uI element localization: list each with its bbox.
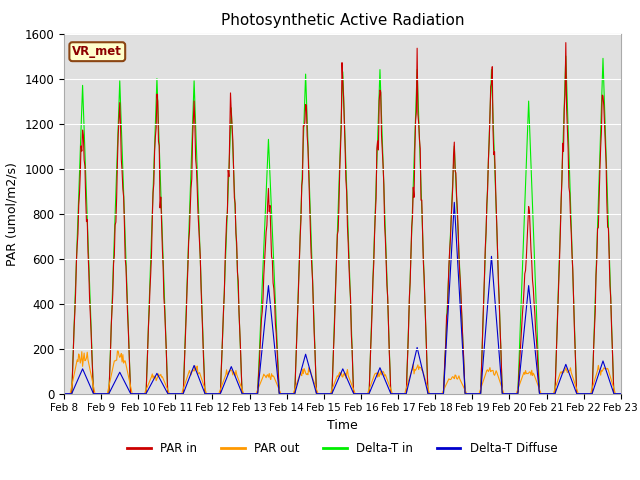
Line: Delta-T in: Delta-T in xyxy=(64,56,621,394)
PAR in xyxy=(214,391,221,396)
Delta-T Diffuse xyxy=(410,358,418,363)
PAR in xyxy=(426,391,434,396)
Title: Photosynthetic Active Radiation: Photosynthetic Active Radiation xyxy=(221,13,464,28)
Delta-T in xyxy=(562,53,570,59)
PAR out xyxy=(428,391,435,396)
PAR out xyxy=(185,370,193,375)
PAR in xyxy=(184,265,192,271)
PAR out xyxy=(411,367,419,372)
PAR in xyxy=(127,391,135,396)
Line: PAR in: PAR in xyxy=(64,43,621,394)
X-axis label: Time: Time xyxy=(327,419,358,432)
Line: PAR out: PAR out xyxy=(64,351,621,394)
Delta-T Diffuse xyxy=(426,391,434,396)
Legend: PAR in, PAR out, Delta-T in, Delta-T Diffuse: PAR in, PAR out, Delta-T in, Delta-T Dif… xyxy=(123,437,562,460)
Line: Delta-T Diffuse: Delta-T Diffuse xyxy=(64,203,621,394)
Text: VR_met: VR_met xyxy=(72,45,122,58)
Delta-T in xyxy=(70,324,78,330)
Delta-T Diffuse xyxy=(214,391,221,396)
Delta-T in xyxy=(214,391,221,396)
Y-axis label: PAR (umol/m2/s): PAR (umol/m2/s) xyxy=(6,162,19,265)
Delta-T Diffuse xyxy=(70,385,78,391)
PAR out xyxy=(70,372,78,378)
PAR in xyxy=(60,391,68,396)
Delta-T Diffuse xyxy=(617,391,625,396)
Delta-T in xyxy=(410,159,418,165)
PAR in xyxy=(562,40,570,46)
Delta-T in xyxy=(426,391,434,396)
PAR out xyxy=(113,348,121,354)
Delta-T in xyxy=(184,257,192,263)
PAR in xyxy=(617,391,625,396)
PAR in xyxy=(410,194,418,200)
PAR out xyxy=(617,391,625,396)
Delta-T Diffuse xyxy=(451,200,458,205)
Delta-T Diffuse xyxy=(60,391,68,396)
Delta-T Diffuse xyxy=(127,391,135,396)
PAR out xyxy=(128,391,136,396)
Delta-T in xyxy=(127,391,135,396)
Delta-T in xyxy=(60,391,68,396)
PAR out xyxy=(60,391,68,396)
Delta-T Diffuse xyxy=(184,379,192,384)
PAR in xyxy=(70,325,78,331)
PAR out xyxy=(214,391,222,396)
Delta-T in xyxy=(617,391,625,396)
